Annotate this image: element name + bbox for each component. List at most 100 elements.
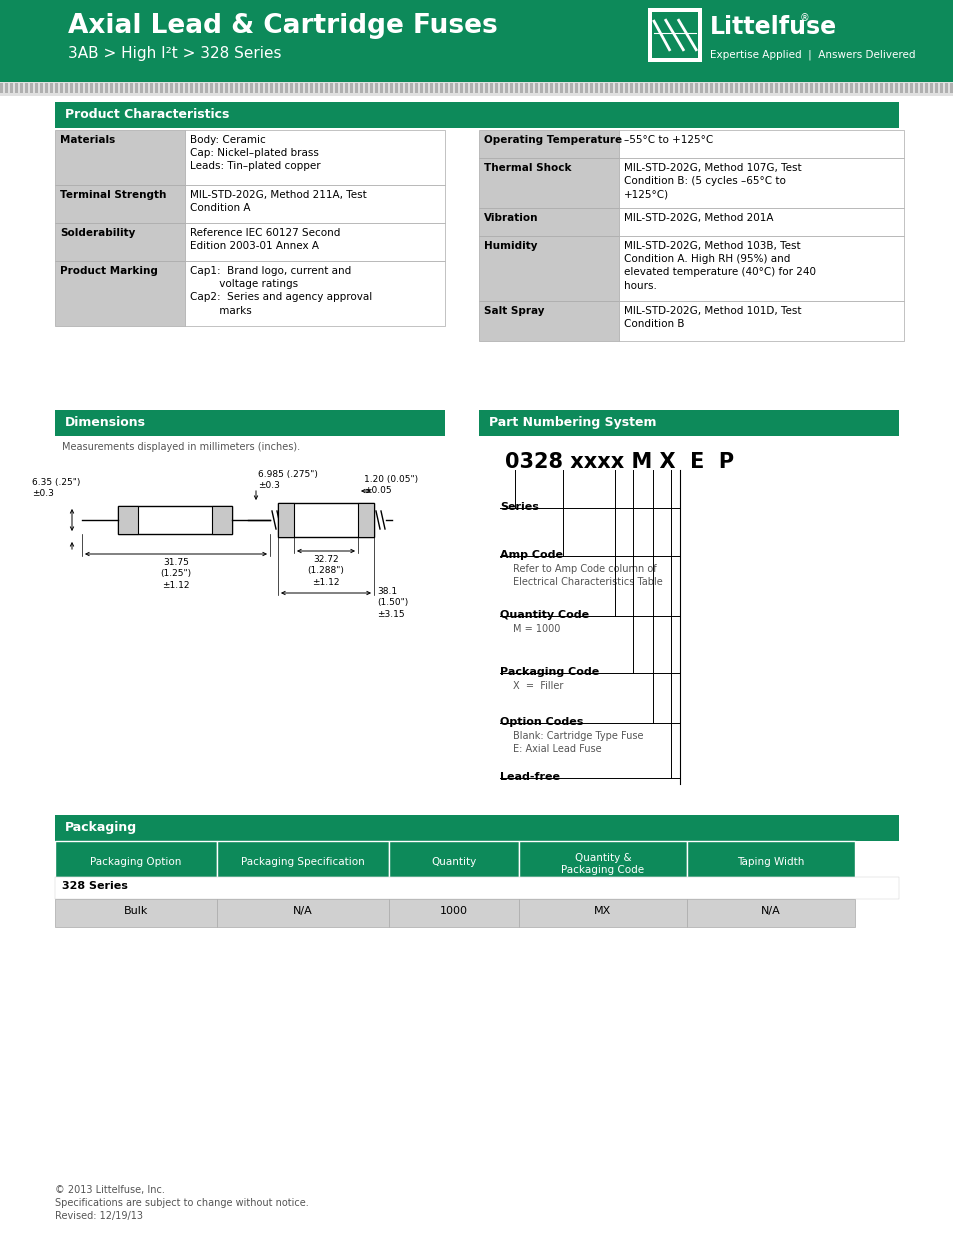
Text: ®: ® [800, 14, 809, 23]
Text: 328 Series: 328 Series [62, 881, 128, 890]
Bar [774, 83, 778, 93]
Bar [419, 83, 422, 93]
Bar [220, 83, 223, 93]
Bar [569, 83, 573, 93]
Bar [410, 83, 413, 93]
Text: Axial Lead & Cartridge Fuses: Axial Lead & Cartridge Fuses [68, 14, 497, 40]
Bar [659, 83, 662, 93]
Text: 32.72
(1.288")
±1.12: 32.72 (1.288") ±1.12 [307, 555, 344, 587]
Text: Thermal Shock: Thermal Shock [483, 163, 571, 173]
Bar [944, 83, 947, 93]
Bar [760, 83, 762, 93]
Bar [212, 506, 232, 534]
Text: MIL-STD-202G, Method 201A: MIL-STD-202G, Method 201A [623, 212, 773, 224]
Bar [535, 83, 537, 93]
Bar [504, 83, 507, 93]
Bar [150, 83, 152, 93]
Bar [55, 261, 185, 326]
Bar [544, 83, 547, 93]
Bar [214, 83, 218, 93]
Bar [478, 301, 618, 341]
Bar [280, 83, 283, 93]
Bar [744, 83, 747, 93]
Bar [435, 83, 437, 93]
Bar [618, 207, 903, 236]
Text: Part Numbering System: Part Numbering System [489, 416, 656, 429]
Bar [695, 83, 698, 93]
Bar [724, 83, 727, 93]
Bar [450, 83, 453, 93]
Bar [769, 83, 772, 93]
Bar [55, 185, 185, 224]
Text: Solderability: Solderability [60, 228, 135, 238]
Bar [55, 841, 216, 877]
Text: 6.985 (.275")
±0.3: 6.985 (.275") ±0.3 [257, 471, 317, 490]
Bar [595, 83, 598, 93]
Bar [829, 83, 832, 93]
Bar [499, 83, 502, 93]
Bar [575, 83, 578, 93]
Bar [290, 83, 293, 93]
Bar [60, 83, 63, 93]
Text: Terminal Strength: Terminal Strength [60, 190, 166, 200]
Bar [664, 83, 667, 93]
Bar [314, 83, 317, 93]
Bar [840, 83, 842, 93]
Bar [240, 83, 243, 93]
Bar [234, 83, 237, 93]
Bar [145, 83, 148, 93]
Bar [589, 83, 593, 93]
Text: Blank: Cartridge Type Fuse
E: Axial Lead Fuse: Blank: Cartridge Type Fuse E: Axial Lead… [513, 731, 643, 755]
Text: Salt Spray: Salt Spray [483, 306, 544, 316]
Bar [729, 83, 732, 93]
Bar [40, 83, 43, 93]
Text: Materials: Materials [60, 135, 115, 144]
Bar [65, 83, 68, 93]
Bar [924, 83, 927, 93]
Bar [55, 899, 216, 927]
Bar [140, 83, 143, 93]
Bar [809, 83, 812, 93]
Bar [539, 83, 542, 93]
Bar [909, 83, 912, 93]
Bar [459, 83, 462, 93]
Bar [478, 158, 618, 207]
Text: Expertise Applied  |  Answers Delivered: Expertise Applied | Answers Delivered [709, 49, 915, 61]
Bar [624, 83, 627, 93]
Text: Cap1:  Brand logo, current and
         voltage ratings
Cap2:  Series and agency: Cap1: Brand logo, current and voltage ra… [190, 266, 372, 316]
Text: Product Characteristics: Product Characteristics [65, 107, 229, 121]
Bar [165, 83, 168, 93]
Text: X  =  Filler: X = Filler [513, 680, 563, 692]
Bar [390, 83, 393, 93]
Bar [824, 83, 827, 93]
Text: Body: Ceramic
Cap: Nickel–plated brass
Leads: Tin–plated copper: Body: Ceramic Cap: Nickel–plated brass L… [190, 135, 320, 172]
Bar [130, 83, 132, 93]
Bar [794, 83, 797, 93]
Bar [250, 83, 253, 93]
Bar [518, 899, 686, 927]
Bar [180, 83, 183, 93]
Bar [305, 83, 308, 93]
Bar [185, 224, 444, 261]
Bar [430, 83, 433, 93]
Bar [216, 899, 389, 927]
Bar [245, 83, 248, 93]
Text: Packaging: Packaging [65, 821, 137, 834]
Bar [118, 506, 232, 534]
Text: Humidity: Humidity [483, 241, 537, 251]
Bar [484, 83, 488, 93]
Bar [814, 83, 817, 93]
Text: Measurements displayed in millimeters (inches).: Measurements displayed in millimeters (i… [62, 442, 300, 452]
Bar [515, 83, 517, 93]
Text: Quantity &
Packaging Code: Quantity & Packaging Code [561, 853, 644, 876]
Bar [80, 83, 83, 93]
Bar [160, 83, 163, 93]
Bar [749, 83, 752, 93]
Bar [519, 83, 522, 93]
Bar [154, 83, 158, 93]
Bar [939, 83, 942, 93]
Bar [75, 83, 78, 93]
Text: 6.35 (.25")
±0.3: 6.35 (.25") ±0.3 [32, 478, 80, 499]
Bar [904, 83, 907, 93]
Text: Revised: 12/19/13: Revised: 12/19/13 [55, 1212, 143, 1221]
